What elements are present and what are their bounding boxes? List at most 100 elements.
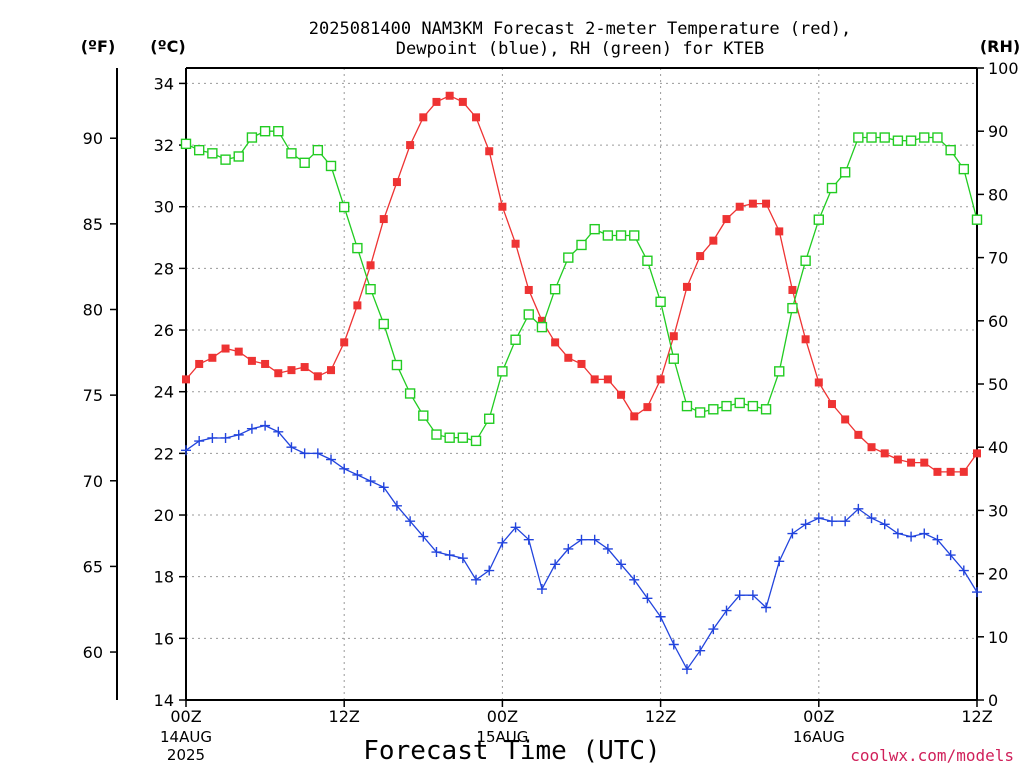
rh-point bbox=[431, 429, 442, 440]
rh-point bbox=[932, 132, 943, 143]
dewpoint-point bbox=[339, 463, 350, 474]
rh-point bbox=[549, 284, 561, 295]
dewpoint-line bbox=[185, 424, 978, 671]
dewpoint-point bbox=[708, 624, 719, 635]
temperature-point bbox=[498, 202, 507, 211]
temperature-point bbox=[696, 252, 705, 261]
rh-tick-label: 40 bbox=[988, 438, 1008, 457]
celsius-tick-label: 32 bbox=[154, 136, 174, 155]
dewpoint-point bbox=[563, 543, 574, 554]
rh-point bbox=[207, 148, 218, 159]
temperature-point bbox=[234, 347, 243, 356]
dewpoint-point bbox=[932, 534, 943, 545]
rh-tick-label: 10 bbox=[988, 628, 1008, 647]
rh-point bbox=[418, 410, 429, 421]
dewpoint-point bbox=[299, 448, 310, 459]
rh-point bbox=[800, 255, 811, 266]
fahrenheit-tick-label: 85 bbox=[83, 215, 103, 234]
rh-point bbox=[444, 432, 455, 443]
temperature-point bbox=[827, 400, 836, 409]
dewpoint-point bbox=[286, 442, 297, 453]
rh-point bbox=[853, 132, 864, 143]
rh-point bbox=[497, 366, 508, 377]
temperature-point bbox=[485, 147, 494, 156]
rh-point bbox=[259, 125, 271, 137]
date-label: 2025 bbox=[167, 746, 205, 764]
x-tick-label: 00Z bbox=[170, 707, 201, 726]
rh-point bbox=[576, 239, 587, 251]
dewpoint-point bbox=[826, 516, 837, 527]
rh-point bbox=[826, 182, 838, 194]
temperature-point bbox=[313, 372, 322, 381]
fahrenheit-tick-label: 65 bbox=[83, 557, 103, 576]
temperature-point bbox=[406, 141, 415, 150]
dewpoint-point bbox=[194, 436, 205, 447]
rh-point bbox=[879, 132, 890, 143]
temperature-point bbox=[300, 363, 309, 372]
dewpoint-point bbox=[721, 605, 732, 616]
dewpoint-point bbox=[668, 639, 679, 650]
dewpoint-point bbox=[378, 482, 389, 493]
date-label: 15AUG bbox=[476, 728, 528, 746]
dewpoint-point bbox=[181, 445, 191, 456]
dewpoint-point bbox=[536, 584, 547, 595]
title-line-2: Dewpoint (blue), RH (green) for KTEB bbox=[396, 39, 764, 59]
dewpoint-point bbox=[444, 550, 455, 561]
temperature-point bbox=[208, 353, 217, 362]
dewpoint-point bbox=[879, 519, 890, 530]
temperature-point bbox=[748, 199, 757, 208]
temperature-point bbox=[511, 239, 520, 248]
axes: 14 16 18 20 22 24 26 28 30 32 34 60 65 70 75 80 85 90 0 10 2… bbox=[83, 59, 1019, 764]
dewpoint-point bbox=[510, 522, 521, 533]
rh-point bbox=[668, 353, 679, 364]
temperature-point bbox=[841, 415, 850, 424]
temperature-point bbox=[854, 430, 863, 439]
rh-tick-label: 20 bbox=[988, 565, 1008, 584]
temperature-point bbox=[762, 199, 771, 208]
dewpoint-point bbox=[405, 516, 416, 527]
dewpoint-point bbox=[391, 500, 402, 511]
rh-point bbox=[404, 388, 416, 399]
temperature-point bbox=[920, 458, 929, 467]
temperature-point bbox=[603, 375, 612, 384]
rh-point bbox=[589, 223, 600, 235]
x-tick-label: 12Z bbox=[961, 707, 992, 726]
dewpoint-point bbox=[457, 553, 468, 564]
temperature-point bbox=[551, 338, 560, 347]
credit-link[interactable]: coolwx.com/models bbox=[850, 746, 1014, 765]
dewpoint-point bbox=[853, 503, 864, 514]
temperature-point bbox=[775, 227, 784, 236]
fahrenheit-tick-label: 90 bbox=[83, 129, 103, 148]
dewpoint-point bbox=[418, 531, 429, 542]
rh-point bbox=[642, 255, 653, 266]
rh-point bbox=[615, 230, 627, 241]
rh-point bbox=[457, 432, 469, 443]
title-line-1: 2025081400 NAM3KM Forecast 2-meter Tempe… bbox=[309, 19, 851, 39]
temperature-point bbox=[867, 443, 876, 452]
temperature-point bbox=[564, 353, 573, 362]
dewpoint-point bbox=[866, 513, 877, 524]
rh-point bbox=[747, 400, 759, 412]
dewpoint-point bbox=[747, 590, 758, 601]
celsius-tick-label: 18 bbox=[154, 568, 174, 587]
dewpoint-point bbox=[260, 420, 271, 431]
dewpoint-point bbox=[233, 429, 244, 440]
dewpoint-point bbox=[220, 432, 231, 443]
dewpoint-point bbox=[840, 516, 851, 527]
temperature-point bbox=[643, 403, 652, 412]
dewpoint-point bbox=[958, 565, 969, 576]
dewpoint-point bbox=[523, 534, 534, 545]
temperature-point bbox=[656, 375, 665, 384]
rh-point bbox=[536, 321, 548, 333]
rh-point bbox=[892, 135, 904, 146]
dewpoint-point bbox=[326, 454, 337, 465]
dewpoint-point bbox=[589, 534, 600, 545]
temperature-point bbox=[379, 215, 388, 224]
data-series bbox=[180, 91, 983, 675]
temperature-point bbox=[814, 378, 823, 387]
dewpoint-point bbox=[312, 448, 323, 459]
unit-label-rh: (RH) bbox=[980, 37, 1020, 56]
rh-point bbox=[813, 214, 824, 225]
x-tick-label: 00Z bbox=[803, 707, 834, 726]
rh-tick-label: 80 bbox=[988, 185, 1008, 204]
